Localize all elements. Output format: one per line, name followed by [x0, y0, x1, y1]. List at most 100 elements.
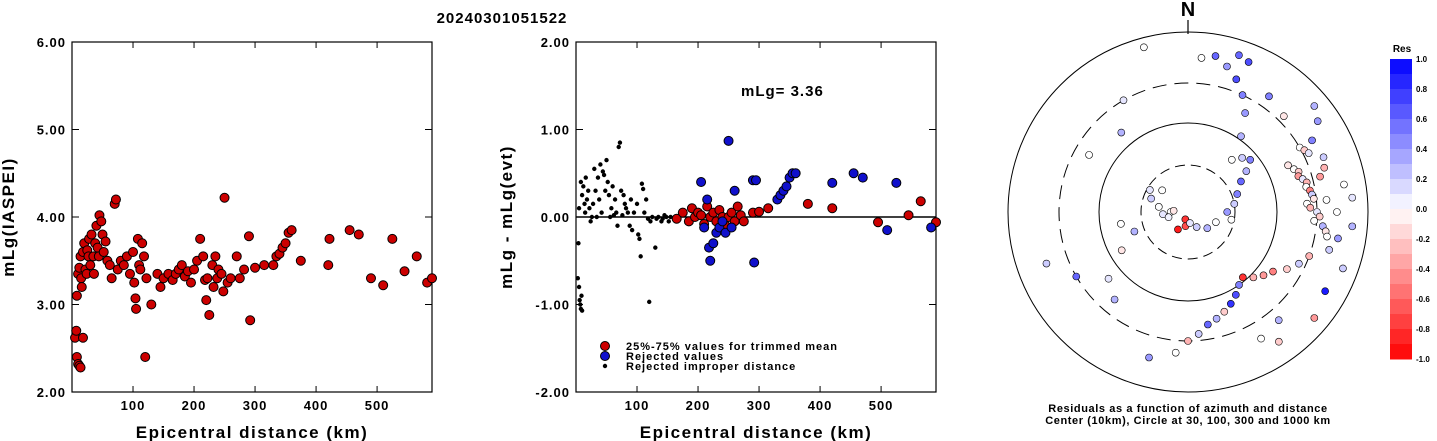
- improper-distance-point: [631, 210, 637, 215]
- left-plot-frame: [71, 41, 433, 393]
- ring-1000km: [1007, 31, 1369, 393]
- data-point: [130, 293, 141, 304]
- residual-colorbar: Res 1.0 0.8 0.6 0.4 0.2 0.0 -0.2 -0.4 -0.6 -0.8 -1…: [1390, 44, 1430, 364]
- residual-point: [1313, 117, 1322, 125]
- improper-distance-point: [587, 206, 592, 211]
- residual-point: [1274, 316, 1283, 324]
- improper-distance-point: [668, 214, 673, 220]
- rejected-point: [790, 168, 801, 179]
- data-point: [387, 233, 398, 244]
- colorbar-cell: [1390, 74, 1412, 90]
- residual-point: [1186, 219, 1194, 227]
- improper-distance-point: [629, 227, 635, 233]
- residual-point: [1284, 161, 1292, 170]
- data-point: [234, 273, 245, 284]
- data-point: [71, 325, 82, 336]
- improper-distance-point: [637, 236, 642, 242]
- x-tick-label: 200: [686, 398, 711, 413]
- residual-point: [1233, 190, 1242, 198]
- trimmed-mean-point: [827, 203, 838, 214]
- residual-point: [1197, 54, 1206, 62]
- colorbar-tick-label: -0.6: [1416, 295, 1430, 304]
- improper-distance-point: [639, 181, 645, 186]
- residual-point: [1169, 206, 1178, 215]
- colorbar-cell: [1390, 329, 1412, 345]
- data-point: [201, 295, 212, 306]
- residual-point: [1269, 267, 1277, 276]
- data-point: [139, 251, 149, 262]
- improper-distance-point: [599, 210, 604, 215]
- data-point: [378, 280, 389, 291]
- residual-point: [1223, 208, 1232, 216]
- left-scatter-plot: 100 200 300 400 500 2.00 3.00 4.00 5.00 6.00 Epic…: [0, 35, 437, 441]
- improper-distance-point: [636, 232, 641, 237]
- rejected-point: [699, 222, 710, 233]
- residual-point: [1275, 337, 1283, 346]
- data-point: [88, 268, 99, 279]
- trimmed-mean-point: [763, 203, 774, 214]
- colorbar-tick-label: 0.8: [1416, 85, 1428, 94]
- data-point: [140, 352, 151, 362]
- improper-distance-point: [607, 214, 613, 220]
- residual-point: [1246, 155, 1255, 164]
- improper-distance-point: [625, 210, 631, 215]
- improper-distance-point: [616, 144, 621, 150]
- improper-distance-point: [600, 169, 606, 174]
- improper-distance-point: [617, 140, 623, 145]
- improper-distance-point: [588, 219, 593, 224]
- rejected-point: [702, 194, 713, 205]
- improper-distance-point: [610, 184, 615, 189]
- residual-point: [1315, 212, 1324, 221]
- colorbar-tick-label: -1.0: [1416, 355, 1430, 364]
- residual-point: [1140, 43, 1148, 52]
- data-point: [131, 303, 142, 314]
- residual-point: [1280, 112, 1288, 120]
- improper-distance-point: [598, 162, 603, 167]
- residual-point: [1110, 295, 1119, 304]
- rejected-point: [827, 177, 838, 188]
- data-point: [353, 229, 364, 240]
- improper-distance-point: [576, 241, 581, 246]
- trimmed-mean-point: [677, 207, 688, 218]
- residual-point: [1235, 51, 1243, 59]
- middle-axis-ticks: 100 200 300 400 500 -2.00 -1.00 0.00 1.00 2.00: [535, 35, 936, 413]
- polar-data-points: [1042, 43, 1357, 362]
- residual-point: [1117, 246, 1126, 255]
- data-point: [176, 260, 187, 271]
- colorbar-cell: [1390, 179, 1412, 195]
- colorbar-tick-label: 0.2: [1416, 175, 1428, 184]
- colorbar-tick-label: 1.0: [1416, 55, 1428, 64]
- improper-distance-point: [622, 201, 628, 207]
- legend-label-rejected: Rejected values: [626, 351, 724, 363]
- x-tick-label: 400: [304, 398, 329, 413]
- rejected-point: [781, 181, 792, 192]
- x-tick-label: 200: [182, 398, 207, 413]
- improper-distance-point: [582, 210, 588, 215]
- residual-point: [1310, 314, 1319, 322]
- improper-distance-point: [595, 175, 601, 180]
- improper-distance-point: [653, 245, 658, 250]
- trimmed-mean-point: [802, 198, 813, 209]
- data-point: [189, 264, 200, 275]
- trimmed-mean-point: [754, 206, 765, 217]
- y-tick-label: 0.00: [541, 210, 570, 225]
- legend-label-improper: Rejected improper distance: [626, 361, 796, 373]
- colorbar-tick-label: 0.6: [1416, 115, 1428, 124]
- improper-distance-point: [590, 201, 596, 207]
- trimmed-mean-point: [696, 210, 707, 221]
- improper-distance-point: [596, 197, 602, 202]
- residual-point: [1104, 274, 1113, 283]
- colorbar-ticks: 1.0 0.8 0.6 0.4 0.2 0.0 -0.2 -0.4 -0.6 -0.8 -1.0: [1416, 55, 1430, 364]
- improper-distance-point: [618, 188, 624, 193]
- improper-distance-point: [583, 175, 588, 180]
- data-point: [96, 216, 107, 227]
- residual-point: [1164, 213, 1173, 222]
- residual-point: [1072, 272, 1081, 281]
- y-tick-label: 2.00: [541, 35, 570, 50]
- data-point: [243, 231, 254, 242]
- x-tick-label: 400: [808, 398, 833, 413]
- residual-point: [1194, 330, 1203, 338]
- residual-point: [1320, 163, 1329, 172]
- residual-point: [1265, 92, 1273, 101]
- data-point: [225, 273, 236, 284]
